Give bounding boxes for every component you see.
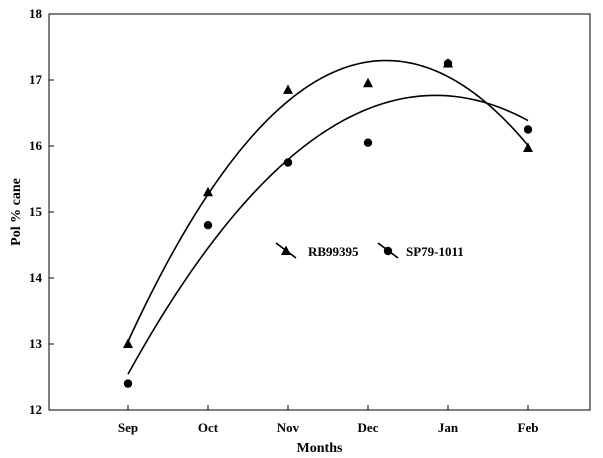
legend-circle-marker (383, 246, 393, 256)
y-tick-label: 18 (29, 6, 43, 21)
legend: RB99395 SP79-1011 (275, 242, 464, 259)
circle-point (123, 379, 133, 388)
circle-point (363, 138, 373, 147)
circle-point (523, 125, 533, 134)
legend-item-rb99395: RB99395 (275, 242, 359, 259)
y-tick-label: 16 (29, 138, 43, 153)
trend-line-sp79-1011 (127, 94, 529, 375)
y-tick-label: 13 (29, 336, 43, 351)
y-axis-title: Pol % cane (9, 178, 24, 246)
circle-point (203, 221, 213, 230)
x-tick-label: Dec (358, 420, 379, 435)
plot-frame (48, 13, 591, 411)
triangle-point (203, 186, 213, 197)
y-tick-label: 17 (29, 72, 43, 87)
circle-point (443, 59, 453, 68)
triangle-point (283, 84, 293, 94)
y-tick-label: 12 (29, 402, 42, 417)
legend-label: RB99395 (308, 244, 359, 259)
y-tick-label: 14 (29, 270, 43, 285)
data-points (123, 58, 533, 388)
x-tick-label: Oct (198, 420, 219, 435)
x-tick-label: Jan (438, 420, 459, 435)
legend-item-sp79-1011: SP79-1011 (377, 242, 464, 259)
circle-point (283, 158, 293, 167)
y-axis: 12 13 14 15 16 17 18 (29, 6, 54, 417)
x-axis: Sep Oct Nov Dec Jan Feb (118, 405, 539, 435)
x-axis-title: Months (297, 441, 343, 456)
trend-line-rb99395 (127, 59, 529, 342)
legend-label: SP79-1011 (406, 244, 464, 259)
x-tick-label: Nov (277, 420, 300, 435)
y-tick-label: 15 (29, 204, 43, 219)
x-tick-label: Feb (518, 420, 539, 435)
trend-lines (127, 59, 529, 375)
legend-triangle-marker (281, 245, 291, 255)
triangle-point (123, 338, 133, 348)
x-tick-label: Sep (118, 420, 138, 435)
triangle-point (523, 142, 533, 152)
triangle-point (363, 77, 373, 88)
